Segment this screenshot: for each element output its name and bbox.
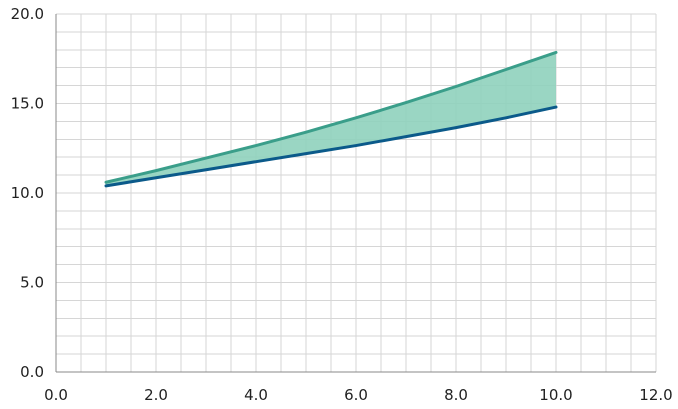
x-tick-label: 4.0 xyxy=(244,386,268,404)
y-tick-label: 5.0 xyxy=(20,274,44,292)
y-tick-label: 20.0 xyxy=(11,5,44,23)
lower-series-line xyxy=(104,105,558,188)
y-tick-label: 15.0 xyxy=(11,95,44,113)
y-axis-tick-labels: 0.0 5.0 10.0 15.0 20.0 xyxy=(11,5,44,381)
grid xyxy=(55,13,657,373)
y-tick-label: 10.0 xyxy=(11,184,44,202)
series-layer xyxy=(104,50,558,188)
upper-series-line xyxy=(104,50,558,184)
axes xyxy=(55,14,656,373)
x-tick-label: 12.0 xyxy=(639,386,672,404)
x-tick-label: 10.0 xyxy=(539,386,572,404)
x-tick-label: 6.0 xyxy=(344,386,368,404)
x-tick-label: 8.0 xyxy=(444,386,468,404)
x-axis-tick-labels: 0.0 2.0 4.0 6.0 8.0 10.0 12.0 xyxy=(44,386,673,404)
x-tick-label: 2.0 xyxy=(144,386,168,404)
x-tick-label: 0.0 xyxy=(44,386,68,404)
y-tick-label: 0.0 xyxy=(20,363,44,381)
